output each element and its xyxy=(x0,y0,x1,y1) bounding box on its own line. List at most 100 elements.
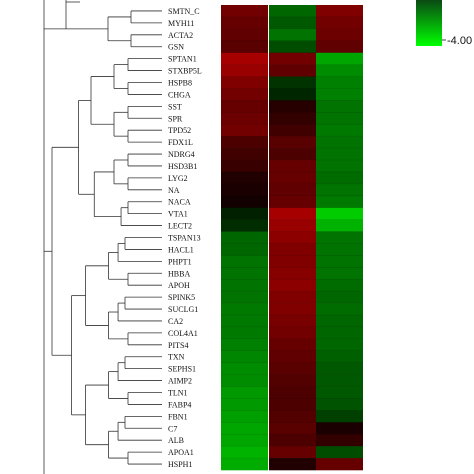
heatmap-cell xyxy=(269,434,316,447)
heatmap-cell xyxy=(316,291,363,304)
heatmap-cell xyxy=(269,136,316,149)
heatmap-cell xyxy=(316,64,363,77)
heatmap-cell xyxy=(221,40,268,53)
heatmap-cell xyxy=(221,5,268,18)
row-label: TPD52 xyxy=(168,126,191,135)
heatmap-cell xyxy=(269,207,316,220)
row-label: SPINK5 xyxy=(168,293,195,302)
row-label: SST xyxy=(168,102,182,111)
heatmap-cell xyxy=(269,362,316,375)
heatmap-cell xyxy=(269,16,316,30)
heatmap-cell xyxy=(221,458,268,471)
heatmap-cell xyxy=(269,183,316,197)
heatmap-cell xyxy=(269,243,316,256)
heatmap-cell xyxy=(316,231,363,244)
row-label: SEPHS1 xyxy=(168,365,196,374)
heatmap-cells xyxy=(221,5,363,471)
heatmap-cell xyxy=(316,100,363,113)
heatmap-cell xyxy=(269,410,316,423)
heatmap-cell xyxy=(221,434,268,447)
heatmap-cell xyxy=(316,136,363,149)
row-labels: SMTN_C MYH11 ACTA2 GSN SPTAN1 STXBP5L HSPB8 CHG… xyxy=(168,7,202,469)
heatmap-cell xyxy=(316,362,363,375)
heatmap-cell xyxy=(221,124,268,137)
row-label: STXBP5L xyxy=(168,67,202,76)
heatmap-cell xyxy=(269,338,316,352)
heatmap-cell xyxy=(221,112,268,125)
row-label: HSPH1 xyxy=(168,460,192,469)
heatmap-cell xyxy=(221,255,268,268)
heatmap-cell xyxy=(316,195,363,208)
heatmap-cell xyxy=(316,219,363,232)
heatmap-cell xyxy=(269,255,316,268)
heatmap-cell xyxy=(316,183,363,197)
row-label: AIMP2 xyxy=(168,377,192,386)
heatmap-cell xyxy=(221,16,268,30)
heatmap-cell xyxy=(316,386,363,399)
heatmap-cell xyxy=(221,100,268,113)
heatmap-cell xyxy=(221,160,268,173)
heatmap-cell xyxy=(269,374,316,387)
heatmap-cell xyxy=(221,374,268,387)
heatmap-cell xyxy=(221,267,268,280)
row-label: NDRG4 xyxy=(168,150,195,159)
row-label: C7 xyxy=(168,424,177,433)
heatmap-cell xyxy=(221,386,268,399)
heatmap-cell xyxy=(316,112,363,125)
heatmap-cell xyxy=(221,64,268,77)
heatmap-cell xyxy=(221,171,268,185)
row-label: FBN1 xyxy=(168,412,188,421)
heatmap-cell xyxy=(269,291,316,304)
heatmap-cell xyxy=(316,350,363,363)
heatmap-cell xyxy=(269,28,316,42)
row-label: APOH xyxy=(168,281,190,290)
heatmap-cell xyxy=(269,231,316,244)
row-label: APOA1 xyxy=(168,448,194,457)
row-label: ACTA2 xyxy=(168,31,193,40)
row-label: MYH11 xyxy=(168,19,194,28)
heatmap-cell xyxy=(316,446,363,459)
heatmap-cell xyxy=(269,422,316,435)
heatmap-cell xyxy=(316,171,363,185)
heatmap-cell xyxy=(221,243,268,256)
row-label: HACL1 xyxy=(168,245,194,254)
heatmap-cell xyxy=(221,76,268,89)
heatmap-cell xyxy=(269,219,316,232)
row-label: SUCLG1 xyxy=(168,305,198,314)
heatmap-cell xyxy=(316,267,363,280)
heatmap-cell xyxy=(269,398,316,411)
row-label: FDX1L xyxy=(168,138,193,147)
row-label: PITS4 xyxy=(168,341,188,350)
heatmap-cell xyxy=(316,398,363,411)
heatmap-cell xyxy=(269,112,316,125)
row-label: LYG2 xyxy=(168,174,188,183)
heatmap-cell xyxy=(221,28,268,42)
heatmap-cell xyxy=(269,446,316,459)
heatmap-cell xyxy=(269,100,316,113)
heatmap-cell xyxy=(221,362,268,375)
heatmap-cell xyxy=(221,291,268,304)
heatmap-cell xyxy=(269,195,316,208)
heatmap-cell xyxy=(316,243,363,256)
row-label: PHPT1 xyxy=(168,257,192,266)
heatmap-cell xyxy=(221,148,268,161)
heatmap-cell xyxy=(221,231,268,244)
color-legend: -4.00 xyxy=(416,0,472,47)
heatmap-cell xyxy=(269,64,316,77)
heatmap-cell xyxy=(316,160,363,173)
row-label: FABP4 xyxy=(168,400,191,409)
heatmap-cell xyxy=(316,148,363,161)
row-label: COL4A1 xyxy=(168,329,198,338)
row-label: LECT2 xyxy=(168,222,192,231)
heatmap-cell xyxy=(221,88,268,101)
heatmap-cell xyxy=(316,76,363,89)
row-label: HSPB8 xyxy=(168,79,192,88)
heatmap-cell xyxy=(269,88,316,101)
heatmap-cell xyxy=(316,52,363,65)
legend-min-label: -4.00 xyxy=(447,35,472,47)
heatmap-cell xyxy=(269,160,316,173)
heatmap-cell xyxy=(316,422,363,435)
heatmap-cell xyxy=(316,326,363,340)
row-label: CA2 xyxy=(168,317,183,326)
